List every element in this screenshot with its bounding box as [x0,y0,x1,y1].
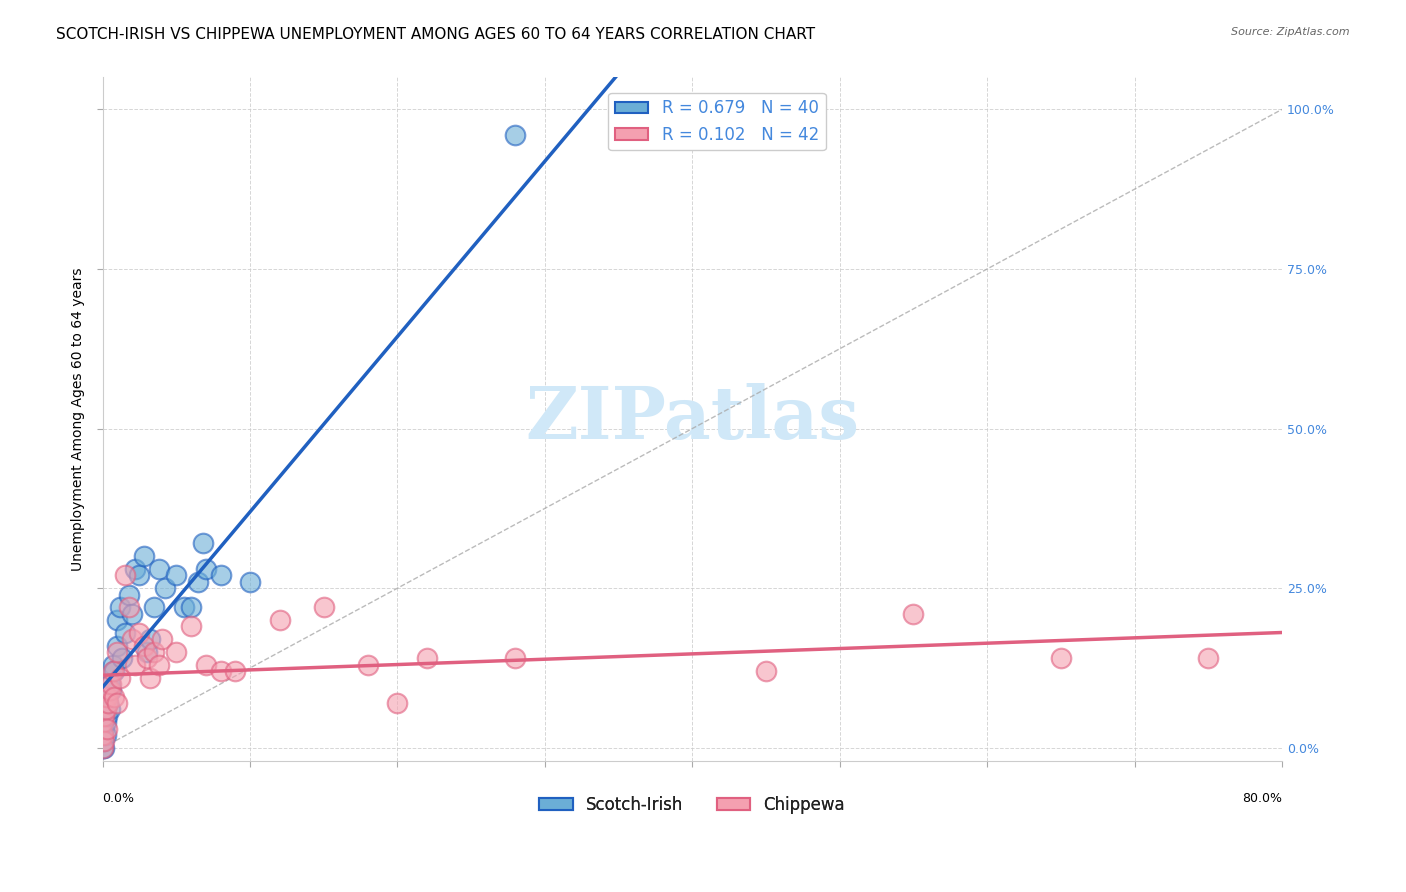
Text: 80.0%: 80.0% [1241,792,1282,805]
Point [100,683,122,698]
Point [505,651,527,665]
Point [153,581,176,595]
Point [98,677,121,691]
Text: 0.0%: 0.0% [103,792,135,805]
Point [139,632,162,647]
Y-axis label: Unemployment Among Ages 60 to 64 years: Unemployment Among Ages 60 to 64 years [72,268,86,571]
Point [128,568,150,582]
Point [187,574,209,589]
Legend: Scotch-Irish, Chippewa: Scotch-Irish, Chippewa [533,789,852,821]
Point [96,690,118,704]
Point [105,613,128,627]
Point [143,645,166,659]
Point [505,128,527,142]
Point [165,645,187,659]
Point [91,728,114,742]
Point [101,657,124,672]
Point [96,690,118,704]
Point [91,715,114,730]
Point [132,549,155,564]
Point [173,600,195,615]
Point [91,734,114,748]
Point [96,709,118,723]
Point [128,625,150,640]
Point [194,562,217,576]
Point [94,715,117,730]
Point [93,734,115,748]
Point [91,728,114,742]
Point [312,600,335,615]
Point [121,607,143,621]
Point [124,562,146,576]
Point [357,657,380,672]
Point [387,696,409,710]
Text: ZIPatlas: ZIPatlas [526,384,859,455]
Point [165,568,187,582]
Point [416,651,439,665]
Point [1197,651,1219,665]
Point [209,664,232,678]
Point [105,696,128,710]
Point [148,657,170,672]
Point [607,121,630,136]
Point [103,664,125,678]
Point [209,568,232,582]
Point [269,613,291,627]
Point [97,696,120,710]
Point [114,568,136,582]
Point [1050,651,1073,665]
Point [118,588,141,602]
Point [103,690,125,704]
Point [105,639,128,653]
Point [903,607,925,621]
Point [124,657,146,672]
Point [132,639,155,653]
Point [91,740,114,755]
Point [100,677,122,691]
Point [118,600,141,615]
Text: Source: ZipAtlas.com: Source: ZipAtlas.com [1232,27,1350,37]
Point [224,664,246,678]
Point [194,657,217,672]
Point [180,600,202,615]
Point [97,696,120,710]
Point [755,664,778,678]
Point [93,709,115,723]
Point [91,740,114,755]
Point [143,600,166,615]
Point [96,722,118,736]
Point [98,702,121,716]
Point [98,683,121,698]
Point [111,651,134,665]
Point [110,600,132,615]
Point [101,664,124,678]
Point [135,651,157,665]
Point [94,702,117,716]
Point [121,632,143,647]
Point [139,671,162,685]
Point [110,671,132,685]
Point [191,536,214,550]
Point [135,645,157,659]
Point [150,632,173,647]
Point [114,625,136,640]
Point [94,728,117,742]
Point [239,574,262,589]
Point [93,740,115,755]
Text: SCOTCH-IRISH VS CHIPPEWA UNEMPLOYMENT AMONG AGES 60 TO 64 YEARS CORRELATION CHAR: SCOTCH-IRISH VS CHIPPEWA UNEMPLOYMENT AM… [56,27,815,42]
Point [180,619,202,633]
Point [105,645,128,659]
Point [148,562,170,576]
Point [93,722,115,736]
